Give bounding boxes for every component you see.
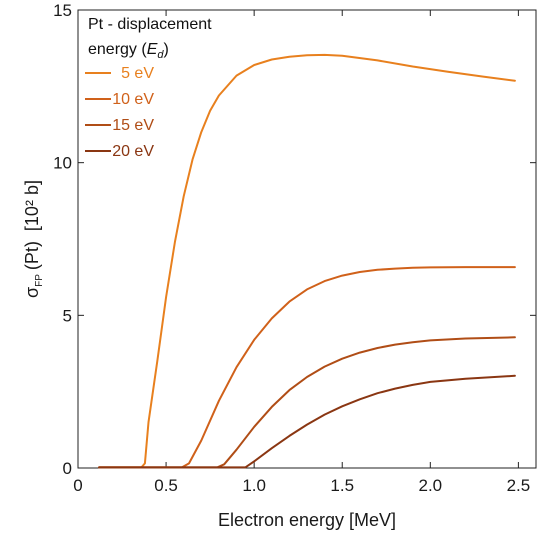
plot-frame	[77, 9, 537, 469]
y-label-subscript: FP	[34, 274, 45, 287]
y-label-symbol: σ	[22, 287, 42, 298]
x-tick-label: 1.0	[242, 476, 266, 495]
legend-label-2: 10 eV	[112, 91, 154, 108]
x-tick-label: 0.5	[154, 476, 178, 495]
y-tick-label: 5	[63, 306, 72, 325]
series-line-2	[98, 266, 516, 469]
y-tick-label: 15	[53, 1, 72, 20]
legend-entries: 5 eV 10 eV 15 eV 20 eV	[85, 65, 154, 160]
legend-title-line2: energy (Ed)	[88, 41, 169, 61]
legend-label-4: 20 eV	[112, 143, 154, 160]
y-axis-label: σFP (Pt) [10² b]	[22, 180, 45, 298]
legend: Pt - displacement energy (Ed) 5 eV 10 eV 1…	[85, 16, 212, 160]
x-tick-label: 2.0	[418, 476, 442, 495]
legend-title-suffix: )	[164, 41, 169, 58]
x-axis-label: Electron energy [MeV]	[218, 510, 396, 530]
series-lines	[98, 53, 516, 469]
x-tick-label: 2.5	[507, 476, 531, 495]
series-line-4	[98, 374, 516, 469]
legend-title-symbol: E	[147, 41, 158, 58]
legend-label-1: 5 eV	[121, 65, 154, 82]
legend-title-prefix: energy (	[88, 41, 147, 58]
x-tick-label: 1.5	[330, 476, 354, 495]
series-line-3	[98, 336, 516, 469]
legend-title-line1: Pt - displacement	[88, 16, 212, 33]
series-line-1	[98, 53, 516, 469]
x-tick-label: 0	[73, 476, 82, 495]
y-label-element: (Pt)	[22, 241, 42, 270]
y-label-unit: [10² b]	[22, 180, 42, 231]
y-tick-label: 0	[63, 459, 72, 478]
legend-label-3: 15 eV	[112, 117, 154, 134]
legend-title-subscript: d	[157, 49, 164, 61]
axis-ticks: 0 0.5 1.0 1.5 2.0 2.5 0 5 10 15	[53, 1, 536, 495]
y-tick-label: 10	[53, 154, 72, 173]
